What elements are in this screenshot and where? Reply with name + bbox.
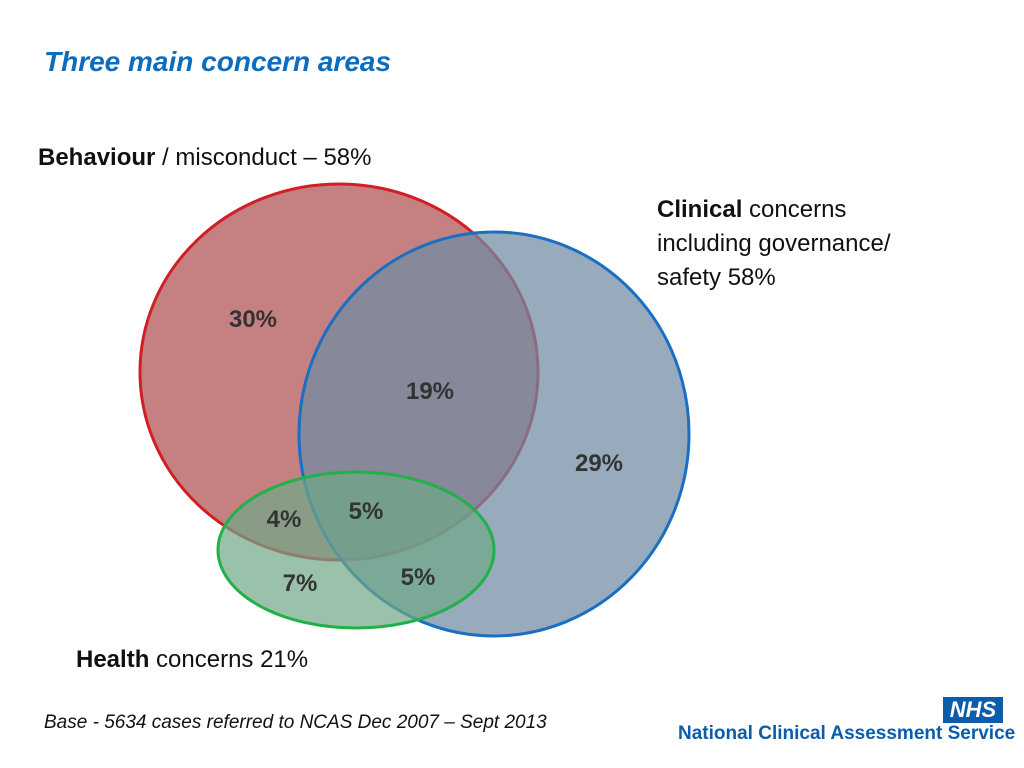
org-name: National Clinical Assessment Service [678,723,1016,744]
behaviour-label: Behaviour / misconduct – 58% [38,141,371,175]
behaviour-label-rest: / misconduct – 58% [155,144,372,171]
clinical-label-bold: Clinical [657,196,743,223]
behaviour-health-value: 4% [266,506,302,533]
clinical-only-value: 29% [574,450,624,477]
health-only-value: 7% [282,570,318,597]
nhs-logo: NHS [943,697,1003,723]
health-label-rest: concerns 21% [149,646,309,673]
health-label: Health concerns 21% [76,643,308,677]
clinical-label: Clinical concerns including governance/ … [657,193,977,295]
behaviour-clinical-value: 19% [405,378,455,405]
clinical-label-line2: including governance/ [657,230,891,257]
health-circle [216,470,496,630]
all-three-value: 5% [348,498,384,525]
clinical-label-line3: safety 58% [657,264,776,291]
health-label-bold: Health [76,646,150,673]
clinical-label-rest: concerns [742,196,847,223]
slide-title: Three main concern areas [44,46,392,77]
behaviour-only-value: 30% [228,306,278,333]
clinical-health-value: 5% [400,564,436,591]
behaviour-label-bold: Behaviour [38,144,156,171]
footer-note: Base - 5634 cases referred to NCAS Dec 2… [44,712,547,733]
